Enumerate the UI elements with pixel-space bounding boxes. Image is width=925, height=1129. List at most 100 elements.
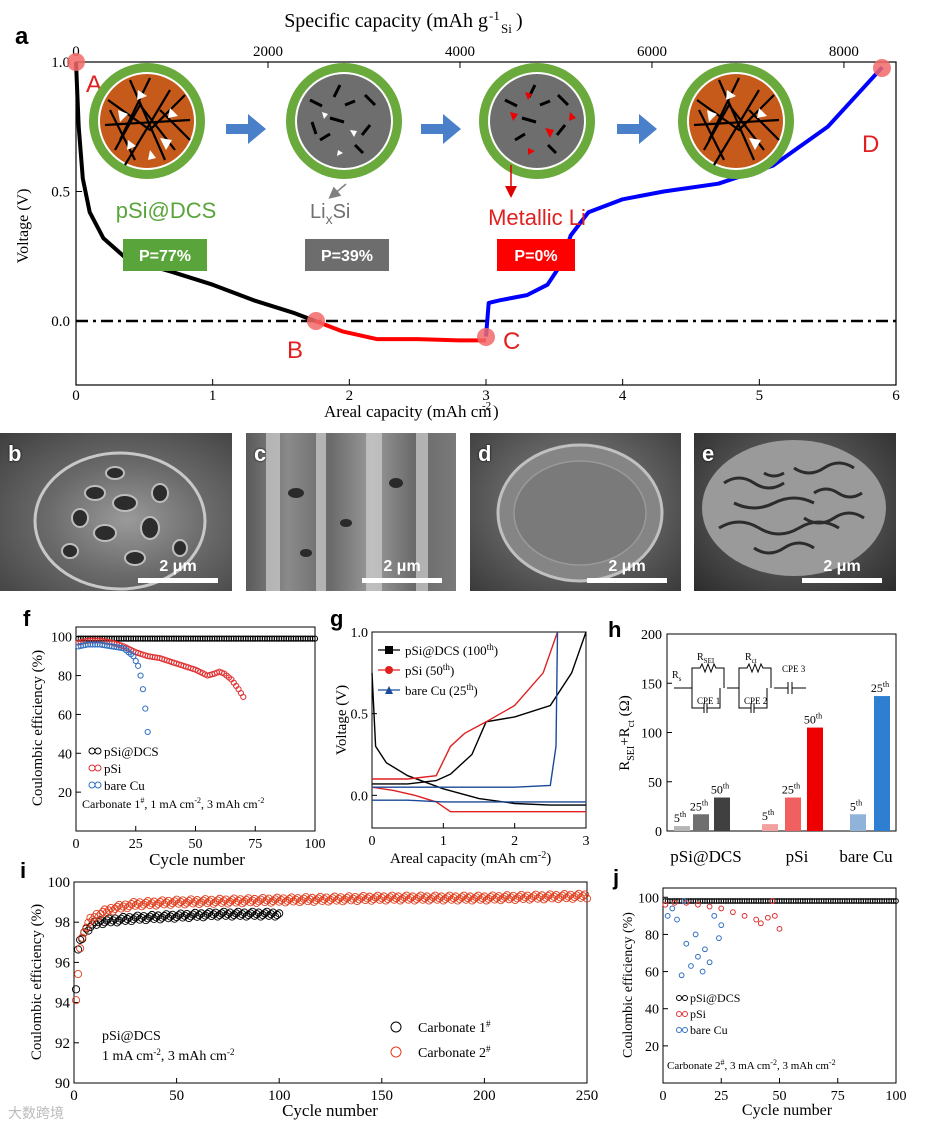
i-point-Carbonate 2 bbox=[287, 893, 296, 902]
legend-i-2: Carbonate 2# bbox=[418, 1044, 491, 1061]
i-point-Carbonate 2 bbox=[301, 893, 310, 902]
i-point-Carbonate 2 bbox=[199, 896, 208, 905]
i-point-Carbonate 2 bbox=[344, 892, 354, 901]
i-point-Carbonate 2 bbox=[78, 933, 87, 942]
i-point-Carbonate 2 bbox=[394, 892, 403, 901]
i-point-Carbonate 2 bbox=[293, 894, 302, 903]
i-point-Carbonate 2 bbox=[564, 892, 573, 901]
legend-i-1: Carbonate 1# bbox=[418, 1019, 491, 1036]
i-point-Carbonate 2 bbox=[156, 898, 165, 907]
i-point-Carbonate 2 bbox=[521, 893, 530, 902]
i-point-Carbonate 2 bbox=[400, 893, 409, 902]
i-x-tick-label: 50 bbox=[169, 1088, 184, 1104]
i-point-Carbonate 1 bbox=[217, 909, 226, 918]
scale-bar-c: 2 μm bbox=[362, 558, 442, 583]
i-point-Carbonate 1 bbox=[123, 914, 132, 924]
sem-texture-c bbox=[266, 433, 428, 591]
y-axis-ticks: 1.0 0.5 0.0 bbox=[51, 55, 82, 330]
sem-letter-c: c bbox=[254, 441, 267, 466]
i-point-Carbonate 1 bbox=[125, 913, 134, 922]
i-point-Carbonate 2 bbox=[320, 895, 329, 904]
i-point-Carbonate 2 bbox=[96, 910, 105, 919]
top-axis-sub: Si bbox=[501, 21, 512, 36]
j-point-pSi bbox=[769, 898, 776, 904]
bottom-tick-label: 5 bbox=[756, 388, 764, 404]
i-point-Carbonate 2 bbox=[502, 891, 512, 900]
i-point-Carbonate 2 bbox=[517, 890, 526, 899]
point-b-label: B bbox=[287, 337, 303, 364]
j-point-bare Cu bbox=[718, 922, 725, 929]
i-y-tick-label: 98 bbox=[55, 915, 70, 931]
i-point-Carbonate 1 bbox=[152, 913, 161, 922]
point-d-marker bbox=[873, 59, 891, 77]
i-point-Carbonate 2 bbox=[149, 897, 159, 906]
i-point-Carbonate 2 bbox=[221, 895, 230, 904]
i-x-tick-label: 0 bbox=[70, 1088, 78, 1104]
i-point-Carbonate 2 bbox=[582, 894, 592, 903]
i-point-Carbonate 1 bbox=[117, 914, 126, 923]
j-x-tick-label: 50 bbox=[773, 1089, 787, 1104]
bottom-axis-label: Areal capacity (mAh cm bbox=[324, 402, 492, 421]
i-point-Carbonate 1 bbox=[260, 909, 269, 918]
label-psi-dcs: pSi@DCS bbox=[116, 198, 217, 223]
i-point-Carbonate 2 bbox=[531, 890, 540, 899]
point-d-label: D bbox=[862, 131, 879, 158]
circuit-cpe3: CPE 3 bbox=[782, 664, 806, 674]
x-axis-label-f: Cycle number bbox=[149, 850, 245, 869]
g-curve-bare Cu discharge bbox=[372, 799, 586, 803]
group-label-psidcs: pSi@DCS bbox=[670, 847, 741, 866]
j-point-bare Cu bbox=[706, 959, 713, 966]
bottom-tick-label: 0 bbox=[72, 388, 80, 404]
j-point-pSi@DCS bbox=[890, 898, 897, 904]
i-point-Carbonate 1 bbox=[275, 909, 284, 918]
i-point-Carbonate 2 bbox=[414, 893, 423, 902]
sem-image-d: d 2 μm bbox=[470, 433, 681, 591]
i-point-Carbonate 1 bbox=[160, 911, 169, 921]
i-point-Carbonate 2 bbox=[72, 996, 81, 1005]
i-point-Carbonate 1 bbox=[176, 909, 185, 918]
i-point-Carbonate 2 bbox=[74, 970, 83, 979]
j-y-tick-label: 40 bbox=[645, 1003, 659, 1018]
i-point-Carbonate 2 bbox=[437, 892, 446, 901]
transition-arrow-3 bbox=[617, 114, 657, 144]
i-point-Carbonate 2 bbox=[110, 904, 120, 913]
plot-frame-j bbox=[662, 887, 897, 1084]
i-point-Carbonate 1 bbox=[137, 913, 146, 922]
g-x-tick-label: 2 bbox=[511, 834, 518, 849]
i-point-Carbonate 2 bbox=[207, 895, 216, 904]
panel-letter-i: i bbox=[20, 858, 26, 883]
i-point-Carbonate 2 bbox=[314, 894, 323, 903]
j-x-tick-label: 100 bbox=[886, 1089, 907, 1104]
i-point-Carbonate 1 bbox=[188, 910, 198, 919]
sem-texture-d bbox=[496, 443, 664, 583]
i-point-Carbonate 2 bbox=[125, 902, 134, 911]
x-axis-label-i: Cycle number bbox=[282, 1101, 378, 1120]
f-point-bare Cu bbox=[139, 686, 147, 693]
i-point-Carbonate 2 bbox=[416, 891, 425, 900]
y-axis-label-f: Coulombic efficiency (%) bbox=[30, 650, 46, 806]
condition-i: 1 mA cm-2, 3 mAh cm-2 bbox=[102, 1047, 234, 1064]
panel-letter-f: f bbox=[23, 606, 31, 631]
i-y-tick-label: 100 bbox=[48, 875, 71, 891]
i-point-Carbonate 1 bbox=[268, 908, 278, 917]
f-point-bare Cu bbox=[142, 705, 149, 712]
h-bar-psi-dcs-50th bbox=[714, 797, 730, 831]
j-y-tick-label: 20 bbox=[645, 1040, 659, 1055]
h-bar-label: 25th bbox=[782, 782, 800, 797]
i-point-Carbonate 2 bbox=[359, 891, 368, 901]
i-point-Carbonate 2 bbox=[307, 893, 317, 902]
i-point-Carbonate 2 bbox=[244, 894, 253, 903]
group-label-psi: pSi bbox=[786, 847, 809, 866]
h-bar-label: 5th bbox=[850, 798, 862, 813]
i-point-Carbonate 2 bbox=[162, 898, 171, 907]
i-point-Carbonate 1 bbox=[205, 908, 214, 917]
sem-letter-b: b bbox=[8, 441, 22, 466]
scatter-points-f bbox=[75, 635, 319, 736]
i-point-Carbonate 2 bbox=[184, 897, 193, 906]
i-point-Carbonate 2 bbox=[219, 897, 228, 906]
axis-ticks-j: 0 25 50 75 100 20 40 60 80 100 bbox=[638, 891, 907, 1104]
i-point-Carbonate 2 bbox=[365, 892, 374, 901]
i-point-Carbonate 2 bbox=[123, 904, 132, 913]
i-point-Carbonate 2 bbox=[463, 894, 473, 903]
